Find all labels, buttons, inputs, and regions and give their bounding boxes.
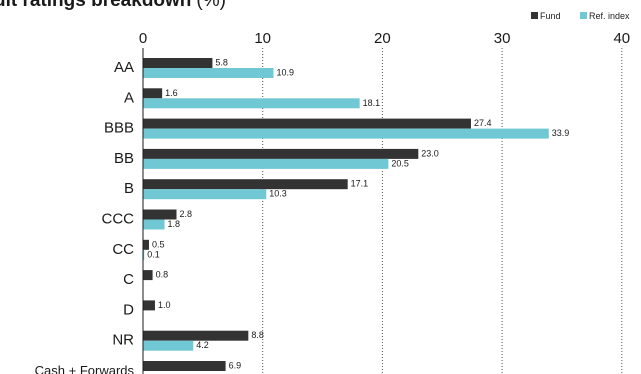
value-label-ref-5: 1.8 — [168, 219, 181, 229]
value-label-ref-2: 33.9 — [552, 128, 570, 138]
category-label-0: AA — [114, 59, 134, 76]
category-label-10: Cash + Forwards — [35, 363, 135, 374]
value-label-fund-5: 2.8 — [180, 209, 193, 219]
x-tick-label-1: 10 — [254, 30, 271, 47]
bar-fund-7 — [143, 270, 153, 281]
bar-ref-1 — [143, 98, 360, 109]
value-label-fund-7: 0.8 — [156, 270, 169, 280]
bar-ref-0 — [143, 68, 274, 78]
category-label-5: CCC — [102, 211, 135, 228]
value-label-fund-3: 23.0 — [421, 148, 439, 158]
category-label-7: C — [123, 271, 134, 288]
bar-fund-3 — [143, 148, 419, 159]
chart-title-unit: (%) — [196, 0, 226, 11]
bar-ref-6 — [143, 249, 145, 260]
bar-ref-5 — [143, 219, 165, 230]
bar-fund-5 — [143, 209, 177, 220]
bar-fund-10 — [143, 361, 226, 371]
x-axis-ticks: 0 10 20 30 40 — [139, 30, 630, 47]
value-label-fund-6: 0.5 — [152, 239, 165, 249]
x-tick-label-0: 0 — [139, 30, 147, 47]
value-label-fund-0: 5.8 — [215, 58, 228, 68]
value-label-ref-6: 0.1 — [147, 249, 160, 259]
bar-ref-4 — [143, 189, 267, 200]
chart-title: dit ratings breakdown (%) — [0, 0, 226, 11]
legend-swatch-1 — [580, 12, 587, 19]
value-label-fund-9: 8.8 — [251, 330, 264, 340]
legend: Fund Ref. index — [531, 11, 630, 21]
bar-ref-3 — [143, 158, 389, 169]
bar-fund-4 — [143, 179, 348, 190]
value-label-ref-9: 4.2 — [196, 340, 209, 350]
value-label-fund-1: 1.6 — [165, 88, 178, 98]
value-label-ref-4: 10.3 — [269, 189, 287, 199]
category-label-2: BBB — [104, 120, 134, 137]
value-label-fund-2: 27.4 — [474, 118, 492, 128]
value-label-ref-1: 18.1 — [363, 98, 381, 108]
value-label-fund-8: 1.0 — [158, 300, 171, 310]
bars — [143, 58, 549, 371]
x-tick-label-4: 40 — [613, 30, 630, 47]
chart-title-group: dit ratings breakdown (%) — [0, 0, 226, 11]
category-label-4: B — [124, 180, 134, 197]
chart-title-main: dit ratings breakdown — [0, 0, 191, 11]
value-label-ref-3: 20.5 — [391, 158, 409, 168]
legend-swatch-0 — [531, 12, 538, 19]
bar-fund-6 — [143, 239, 149, 250]
bar-fund-0 — [143, 58, 213, 68]
bar-fund-1 — [143, 88, 163, 99]
bar-ref-9 — [143, 340, 194, 351]
value-label-fund-10: 6.9 — [229, 361, 242, 371]
category-label-3: BB — [114, 150, 134, 167]
category-label-6: CC — [112, 241, 134, 258]
x-tick-label-2: 20 — [374, 30, 391, 47]
category-label-9: NR — [112, 332, 134, 349]
category-label-8: D — [123, 301, 134, 318]
legend-label-1: Ref. index — [589, 11, 630, 21]
gridlines — [262, 48, 623, 374]
value-label-fund-4: 17.1 — [351, 179, 369, 189]
bar-fund-9 — [143, 330, 249, 341]
bar-fund-2 — [143, 118, 471, 129]
category-label-1: A — [124, 89, 134, 106]
legend-label-0: Fund — [540, 11, 561, 21]
value-labels: 5.8 10.9 1.6 18.1 27.4 33.9 23.0 20.5 17.1 10.3 2.… — [147, 58, 569, 371]
bar-ref-2 — [143, 128, 549, 139]
x-tick-label-3: 30 — [494, 30, 511, 47]
bar-fund-8 — [143, 300, 155, 311]
value-label-ref-0: 10.9 — [276, 68, 294, 78]
